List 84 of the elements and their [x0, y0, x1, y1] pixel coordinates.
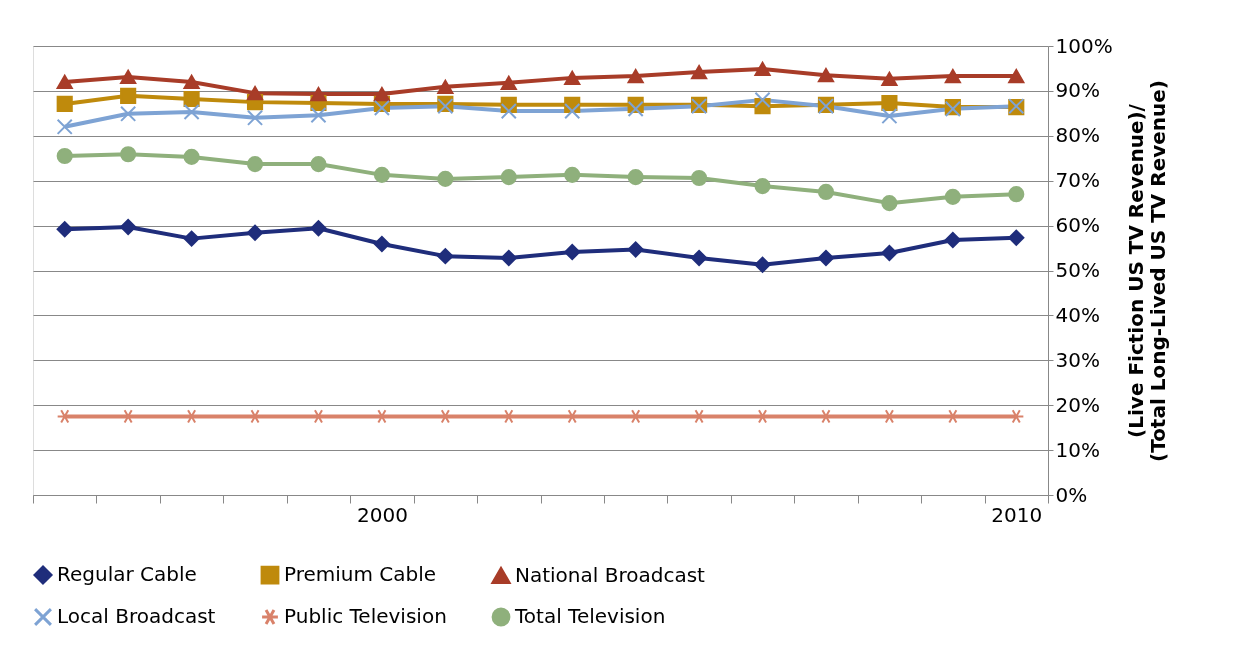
- y-tick-label: 10%: [1055, 437, 1100, 462]
- point: [881, 94, 898, 112]
- point: [246, 224, 264, 241]
- legend-label: Regular Cable: [57, 562, 197, 587]
- point: [120, 69, 137, 85]
- point: [754, 178, 771, 195]
- y-tick-label: 70%: [1055, 168, 1100, 193]
- point: [120, 87, 137, 104]
- x-tick-label: 2000: [356, 502, 408, 527]
- point: [310, 156, 327, 173]
- point: [183, 148, 200, 165]
- point: [310, 86, 327, 102]
- point: [500, 169, 517, 186]
- point: [373, 235, 390, 253]
- point: [183, 74, 200, 90]
- y-tick-label: 20%: [1055, 392, 1100, 417]
- point: [500, 103, 517, 120]
- point: [627, 100, 644, 117]
- point: [500, 75, 517, 90]
- point: [56, 95, 73, 112]
- point: [373, 166, 390, 183]
- point: [1008, 68, 1025, 84]
- point: [373, 99, 390, 117]
- point: [817, 249, 835, 266]
- point: [1008, 186, 1025, 203]
- point: [120, 146, 137, 163]
- y-tick-label: 60%: [1055, 213, 1100, 238]
- point: [564, 166, 581, 183]
- legend-label: National Broadcast: [515, 562, 706, 587]
- legend-label: Total Television: [514, 604, 666, 628]
- x-tick-label: 2010: [991, 502, 1043, 527]
- legend-label: Premium Cable: [284, 562, 437, 587]
- point: [437, 79, 454, 94]
- y-tick-label: 90%: [1055, 78, 1100, 103]
- point: [754, 61, 771, 77]
- point: [183, 103, 200, 121]
- text: (Live Fiction US TV Revenue)/: [1123, 104, 1148, 438]
- point: [564, 244, 581, 261]
- point: [691, 169, 708, 187]
- point: [881, 71, 898, 86]
- point: [881, 107, 898, 125]
- point: [691, 249, 708, 266]
- point: [944, 231, 961, 249]
- point: [500, 249, 517, 266]
- point: [120, 105, 137, 122]
- point: [944, 68, 961, 84]
- point: [373, 86, 390, 102]
- y-tick-label: 30%: [1055, 347, 1100, 372]
- point: [754, 91, 771, 108]
- y-tick-label: 0%: [1055, 482, 1088, 507]
- point: [246, 109, 264, 126]
- point: [564, 70, 581, 85]
- point: [56, 147, 73, 165]
- point: [627, 68, 644, 84]
- point: [1008, 229, 1025, 246]
- point: [56, 74, 73, 90]
- point: [246, 156, 264, 173]
- point: [120, 218, 137, 236]
- point: [437, 248, 454, 265]
- point: [56, 221, 73, 238]
- legend-label: Local Broadcast: [57, 604, 216, 628]
- y-tick-label: 50%: [1055, 258, 1100, 282]
- point: [310, 220, 327, 237]
- point: [310, 107, 327, 124]
- point: [56, 118, 73, 135]
- point: [564, 103, 581, 120]
- point: [817, 183, 835, 200]
- point: [183, 90, 200, 108]
- point: [246, 86, 264, 101]
- y-tick-label: 100%: [1055, 33, 1113, 58]
- point: [627, 241, 644, 258]
- text: (Total Long-Lived US TV Revenue): [1145, 79, 1170, 463]
- point: [627, 169, 644, 186]
- point: [817, 68, 835, 83]
- y-tick-label: 40%: [1055, 302, 1100, 327]
- y-tick-label: 80%: [1055, 123, 1100, 148]
- point: [881, 195, 898, 212]
- point: [944, 188, 961, 205]
- point: [691, 64, 708, 80]
- legend-label: Public Television: [284, 604, 447, 628]
- point: [183, 230, 200, 247]
- point: [437, 170, 454, 187]
- point: [754, 256, 771, 273]
- point: [881, 244, 898, 262]
